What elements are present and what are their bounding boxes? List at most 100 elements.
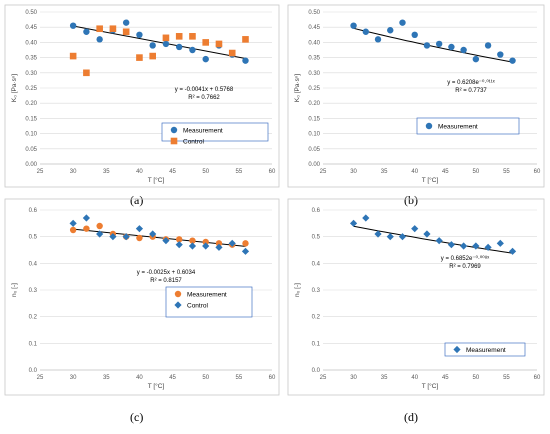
x-tick-label: 50	[473, 375, 480, 381]
data-point-control	[162, 34, 170, 42]
y-tick-label: 0.15	[25, 116, 37, 122]
data-point-measurement	[215, 240, 223, 247]
y-tick-label: 0.50	[308, 10, 320, 16]
x-tick-label: 25	[320, 169, 327, 175]
data-point-measurement	[411, 31, 418, 38]
y-tick-label: 0.40	[308, 40, 320, 46]
data-point-control	[175, 33, 183, 40]
x-tick-label: 45	[442, 169, 449, 175]
data-point-measurement	[362, 214, 370, 222]
x-axis-label: T [°C]	[148, 176, 165, 184]
trendline-equation: y = 0.6208e⁻⁰·⁰¹¹ˣ	[447, 79, 494, 86]
y-tick-label: 0.3	[29, 288, 38, 294]
x-tick-label: 35	[381, 375, 388, 381]
x-tick-label: 50	[202, 375, 209, 381]
data-point-measurement	[83, 28, 90, 35]
data-point-control	[215, 40, 223, 48]
data-point-measurement	[69, 226, 77, 234]
legend-marker-control	[170, 137, 178, 145]
chart-frame	[4, 198, 280, 396]
data-point-measurement	[242, 57, 249, 64]
chart-a-svg: 0.00 0.05 0.10 0.15 0.20 0.25 0.30 0.35 0.40 0.45…	[4, 4, 280, 188]
data-point-measurement	[472, 55, 480, 63]
x-tick-label: 30	[70, 375, 77, 381]
data-point-measurement	[374, 230, 382, 238]
y-tick-label: 0.30	[25, 71, 37, 77]
data-point-measurement	[386, 233, 394, 241]
data-point-measurement	[460, 46, 467, 54]
y-tick-label: 0.4	[29, 261, 38, 267]
y-axis-label: K₀ [Pa·sⁿ]	[11, 74, 18, 102]
data-point-measurement	[448, 43, 455, 51]
data-point-measurement	[496, 239, 504, 247]
y-tick-label: 0.0	[29, 368, 38, 374]
data-point-measurement	[136, 234, 143, 242]
data-point-control	[135, 225, 144, 233]
y-tick-label: 0.00	[25, 162, 37, 168]
data-point-control	[228, 49, 236, 57]
y-tick-label: 0.35	[25, 56, 37, 62]
caption-b: (b)	[404, 193, 418, 207]
x-tick-label: 35	[103, 375, 110, 381]
data-point-control	[202, 242, 210, 250]
x-tick-label: 60	[534, 169, 541, 175]
data-point-measurement	[398, 233, 407, 241]
trendline	[353, 225, 513, 254]
chart-d-svg: 0.0 0.1 0.2 0.3 0.4 0.5 0.6 25 30 35 40 45 50 55 60 T […	[287, 198, 545, 396]
data-point-measurement	[423, 42, 431, 49]
x-tick-label: 25	[37, 169, 44, 175]
data-point-control	[69, 219, 77, 227]
data-point-measurement	[508, 247, 517, 255]
chart-frame	[4, 4, 280, 188]
data-point-control	[69, 52, 77, 60]
legend-marker-measurement	[170, 126, 178, 134]
legend-box	[444, 342, 526, 357]
trendline-equation: y = -0.0041x + 0.5768	[175, 87, 234, 93]
y-tick-label: 0.20	[25, 101, 37, 107]
y-tick-label: 0.45	[308, 25, 320, 31]
x-tick-label: 40	[136, 375, 143, 381]
x-tick-label: 60	[534, 375, 541, 381]
y-tick-label: 0.45	[25, 25, 37, 31]
y-tick-label: 0.5	[312, 235, 321, 241]
data-point-measurement	[350, 22, 357, 29]
data-point-control	[242, 36, 249, 43]
x-tick-label: 35	[103, 169, 110, 175]
data-point-measurement	[374, 36, 382, 43]
data-point-measurement	[399, 19, 406, 26]
y-tick-label: 0.10	[308, 132, 320, 138]
data-point-measurement	[176, 236, 183, 243]
y-tick-label: 0.05	[25, 147, 37, 153]
y-tick-label: 0.00	[308, 162, 320, 168]
y-tick-label: 0.20	[308, 101, 320, 107]
y-tick-label: 0.5	[29, 235, 38, 241]
legend-label-control: Control	[183, 138, 205, 145]
y-tick-label: 0.50	[25, 10, 37, 16]
data-point-control	[162, 237, 170, 245]
trendline-equation: y = -0.0025x + 0.6034	[137, 270, 196, 276]
data-point-control	[109, 233, 117, 241]
y-tick-label: 0.35	[308, 56, 320, 62]
data-point-control	[149, 230, 157, 238]
data-point-control	[122, 28, 130, 36]
data-point-measurement	[242, 240, 249, 247]
data-point-control	[189, 33, 196, 40]
chart-b-svg: 0.00 0.05 0.10 0.15 0.20 0.25 0.30 0.35 0.40 0.45…	[287, 4, 545, 188]
y-tick-label: 0.10	[25, 132, 37, 138]
data-point-control	[96, 230, 104, 238]
x-tick-label: 45	[169, 375, 176, 381]
data-point-measurement	[96, 36, 103, 43]
legend-label-measurement: Measurement	[183, 127, 223, 134]
chart-panel-b: 0.00 0.05 0.10 0.15 0.20 0.25 0.30 0.35 0.40 0.45…	[287, 4, 545, 188]
y-tick-label: 0.15	[308, 116, 320, 122]
data-point-control	[188, 242, 197, 250]
x-tick-label: 30	[70, 169, 77, 175]
data-point-measurement	[435, 237, 443, 245]
y-tick-label: 0.6	[312, 208, 321, 214]
x-tick-label: 50	[202, 169, 209, 175]
y-tick-label: 0.2	[29, 315, 38, 321]
y-tick-label: 0.6	[29, 208, 38, 214]
data-point-measurement	[202, 55, 209, 63]
data-point-measurement	[202, 238, 209, 246]
x-tick-label: 45	[169, 169, 176, 175]
